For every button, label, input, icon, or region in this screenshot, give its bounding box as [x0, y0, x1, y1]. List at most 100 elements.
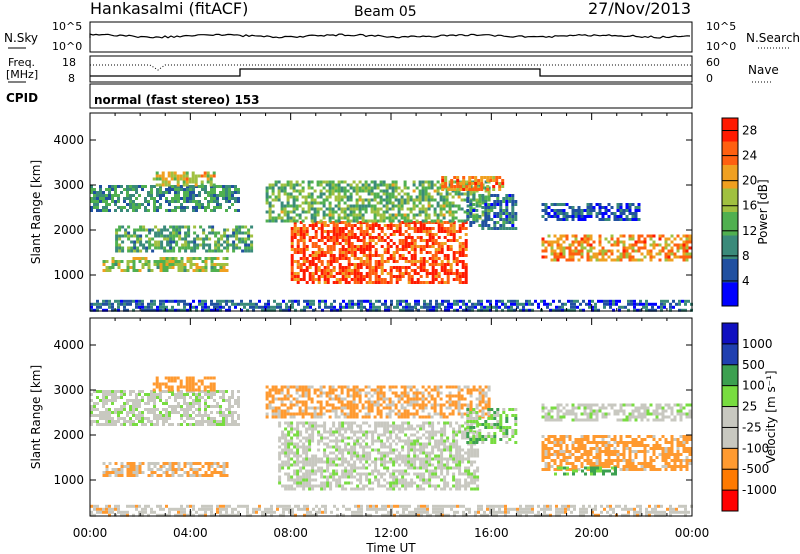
scatter-cell: [373, 195, 377, 199]
scatter-cell: [380, 239, 384, 242]
scatter-cell: [96, 402, 99, 405]
scatter-cell: [370, 207, 374, 211]
scatter-cell: [284, 442, 288, 446]
scatter-region: [102, 257, 229, 272]
scatter-cell: [574, 209, 578, 212]
scatter-cell: [278, 436, 282, 440]
scatter-cell: [603, 305, 606, 309]
scatter-cell: [481, 224, 485, 227]
scatter-cell: [410, 478, 414, 482]
scatter-cell: [373, 207, 377, 211]
scatter-cell: [216, 257, 220, 260]
scatter-cell: [193, 249, 197, 253]
scatter-cell: [105, 188, 108, 191]
scatter-cell: [387, 305, 390, 309]
scatter-cell: [362, 454, 366, 458]
scatter-cell: [341, 239, 345, 242]
scatter-cell: [362, 463, 366, 467]
scatter-cell: [589, 258, 593, 262]
scatter-cell: [312, 299, 315, 303]
scatter-cell: [437, 248, 441, 251]
scatter-cell: [359, 454, 363, 458]
scatter-region: [90, 299, 693, 312]
scatter-cell: [505, 200, 509, 203]
scatter-cell: [425, 227, 429, 230]
scatter-cell: [186, 308, 189, 312]
scatter-cell: [96, 308, 99, 312]
scatter-cell: [341, 245, 345, 248]
scatter-cell: [201, 299, 204, 303]
scatter-cell: [334, 183, 338, 187]
scatter-cell: [356, 248, 360, 251]
scatter-cell: [355, 189, 359, 193]
noise-left-tick-bottom: 10^0: [52, 40, 82, 53]
scatter-cell: [374, 460, 378, 464]
scatter-cell: [368, 457, 372, 461]
scatter-cell: [464, 248, 468, 251]
scatter-cell: [443, 430, 447, 434]
scatter-cell: [204, 185, 207, 188]
scatter-cell: [138, 393, 141, 396]
scatter-cell: [222, 194, 225, 197]
scatter-cell: [413, 221, 417, 224]
scatter-cell: [93, 308, 96, 312]
scatter-cell: [123, 188, 126, 191]
scatter-cell: [673, 237, 677, 241]
scatter-cell: [374, 254, 378, 257]
scatter-cell: [446, 245, 450, 248]
scatter-cell: [173, 379, 177, 383]
scatter-cell: [337, 204, 341, 208]
scatter-cell: [391, 183, 395, 187]
scatter-cell: [250, 234, 254, 238]
scatter-cell: [502, 200, 506, 203]
scatter-cell: [150, 408, 153, 411]
scatter-cell: [247, 234, 251, 238]
scatter-cell: [314, 454, 318, 458]
scatter-cell: [135, 191, 138, 194]
scatter-cell: [425, 466, 429, 470]
scatter-cell: [102, 423, 105, 426]
scatter-cell: [289, 210, 293, 214]
scatter-cell: [359, 430, 363, 434]
scatter-cell: [295, 183, 299, 187]
scatter-cell: [180, 308, 183, 312]
scatter-cell: [508, 215, 512, 218]
scatter-cell: [198, 468, 202, 471]
scatter-cell: [487, 224, 491, 227]
scatter-cell: [123, 299, 126, 303]
scatter-cell: [416, 439, 420, 443]
scatter-cell: [349, 186, 353, 190]
scatter-cell: [389, 254, 393, 257]
scatter-cell: [619, 206, 623, 209]
scatter-cell: [306, 305, 309, 309]
scatter-cell: [386, 257, 390, 260]
scatter-cell: [213, 399, 216, 402]
scatter-cell: [449, 266, 453, 269]
scatter-cell: [359, 275, 363, 278]
scatter-cell: [299, 478, 303, 482]
scatter-cell: [456, 182, 460, 185]
scatter-cell: [189, 468, 193, 471]
scatter-region: [90, 390, 240, 426]
scatter-cell: [383, 424, 387, 428]
scatter-cell: [132, 263, 136, 266]
scatter-cell: [368, 454, 372, 458]
scatter-cell: [391, 189, 395, 193]
scatter-cell: [475, 219, 479, 223]
scatter-cell: [290, 266, 294, 269]
scatter-cell: [341, 230, 345, 233]
scatter-cell: [452, 227, 456, 230]
scatter-cell: [404, 433, 408, 437]
scatter-cell: [216, 471, 220, 474]
scatter-cell: [210, 417, 213, 420]
scatter-cell: [446, 269, 450, 272]
scatter-cell: [634, 206, 638, 209]
scatter-cell: [461, 242, 465, 245]
scatter-cell: [464, 275, 468, 278]
scatter-cell: [307, 195, 311, 199]
scatter-cell: [281, 451, 285, 455]
scatter-cell: [655, 243, 659, 247]
scatter-cell: [342, 305, 345, 309]
scatter-cell: [347, 481, 351, 485]
scatter-cell: [365, 442, 369, 446]
